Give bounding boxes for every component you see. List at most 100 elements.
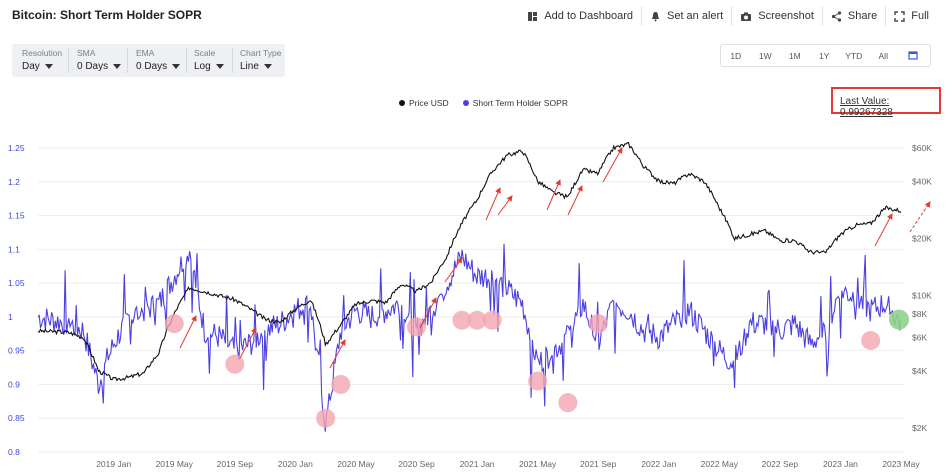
annotation-arrow [546,179,561,211]
chart-type-label: Chart Type [240,48,282,58]
screenshot-button[interactable]: Screenshot [732,6,823,26]
resolution-value: Day [22,61,40,72]
share-button[interactable]: Share [823,6,887,26]
screenshot-label: Screenshot [758,10,814,22]
annotation-arrow [567,185,583,216]
y-left-tick-label: 1.25 [8,143,25,153]
ema-value: 0 Days [136,61,168,72]
header-actions: Add to Dashboard Set an alert Screenshot… [519,6,937,26]
annotation-circle [331,374,351,394]
annotation-arrow-projection [909,201,931,233]
annotation-arrow [239,327,257,359]
x-tick-label: 2023 May [882,459,920,469]
annotation-arrow [329,339,346,369]
x-tick-label: 2019 Jan [96,459,131,469]
chevron-down-icon [113,64,122,69]
annotation-circle [407,317,427,337]
range-selector: 1D 1W 1M 1Y YTD All [720,44,931,67]
x-tick-label: 2022 Jan [641,459,676,469]
y-left-tick-label: 0.9 [8,379,20,389]
y-right-tick-label: $60K [912,143,932,153]
annotation-arrow [602,147,623,183]
y-right-tick-label: $8K [912,309,927,319]
set-alert-button[interactable]: Set an alert [642,6,733,26]
bell-icon [651,11,659,21]
sopr-series-line [37,243,902,432]
annotation-circle [482,310,502,330]
y-right-tick-label: $4K [912,366,927,376]
annotation-arrow [497,195,513,216]
fullscreen-icon [894,10,905,22]
add-to-dashboard-button[interactable]: Add to Dashboard [519,6,642,26]
divider [127,48,128,73]
scale-label: Scale [194,48,216,58]
chevron-down-icon [215,64,224,69]
set-alert-label: Set an alert [666,10,724,22]
annotation-circle [452,310,472,330]
legend-label-price: Price USD [409,98,449,108]
annotation-circle [164,314,184,334]
divider [68,48,69,73]
annotation-circle [588,314,608,334]
annotation-arrow [419,297,437,329]
y-left-tick-label: 1.1 [8,244,20,254]
ema-label: EMA [136,48,155,58]
x-tick-label: 2023 Jan [823,459,858,469]
annotation-circle [558,393,578,413]
range-1w-button[interactable]: 1W [758,50,772,61]
ema-control[interactable]: EMA 0 Days [136,48,181,72]
fullscreen-button[interactable]: Full [886,6,937,26]
y-right-tick-label: $6K [912,333,927,343]
y-right-tick-label: $20K [912,233,932,243]
y-left-tick-label: 0.85 [8,413,25,423]
y-right-tick-label: $10K [912,291,932,301]
chart-type-control[interactable]: Chart Type Line [240,48,281,72]
sma-control[interactable]: SMA 0 Days [77,48,122,72]
annotation-circle [861,331,881,351]
annotation-arrow [179,315,197,349]
annotation-circle [528,371,548,391]
y-left-tick-label: 0.95 [8,346,25,356]
legend-dot [399,100,405,106]
last-value-text[interactable]: Last Value: 0.99267328 [840,96,893,118]
x-tick-label: 2019 May [156,459,194,469]
header-bar: Bitcoin: Short Term Holder SOPR Add to D… [0,0,945,30]
range-1d-button[interactable]: 1D [730,50,742,61]
x-tick-label: 2019 Sep [217,459,254,469]
annotation-circle [467,310,487,330]
annotation-circle-current [889,309,909,330]
price-series-line [37,141,902,382]
range-ytd-button[interactable]: YTD [845,50,863,61]
dashboard-icon [528,11,538,21]
annotation-arrow [485,187,501,221]
legend-item-price[interactable]: Price USD [399,98,449,108]
legend-dot [462,100,469,106]
x-tick-label: 2022 Sep [762,459,799,469]
share-icon [831,10,842,22]
x-tick-label: 2022 May [701,459,739,469]
legend-item-sopr[interactable]: Short Term Holder SOPR [462,98,568,108]
page-title: Bitcoin: Short Term Holder SOPR [12,8,202,22]
resolution-control[interactable]: Resolution Day [22,48,62,72]
chart-legend: Price USD Short Term Holder SOPR [399,98,568,108]
camera-icon [741,12,752,21]
sma-label: SMA [77,48,96,58]
y-left-tick-label: 1 [8,312,13,322]
calendar-button[interactable] [898,50,928,62]
x-tick-label: 2020 Jan [278,459,313,469]
x-tick-label: 2021 May [519,459,557,469]
chart-type-value: Line [240,61,259,72]
last-value-box: Last Value: 0.99267328 [831,87,941,118]
fullscreen-label: Full [911,10,929,22]
range-1y-button[interactable]: 1Y [819,50,830,61]
range-1m-button[interactable]: 1M [788,50,801,61]
y-left-tick-label: 1.2 [8,177,20,187]
x-tick-label: 2020 Sep [398,459,435,469]
range-all-button[interactable]: All [878,50,888,61]
scale-control[interactable]: Scale Log [194,48,224,72]
chevron-down-icon [263,64,272,69]
add-to-dashboard-label: Add to Dashboard [544,10,633,22]
divider [232,48,233,73]
legend-label-sopr: Short Term Holder SOPR [472,98,568,108]
